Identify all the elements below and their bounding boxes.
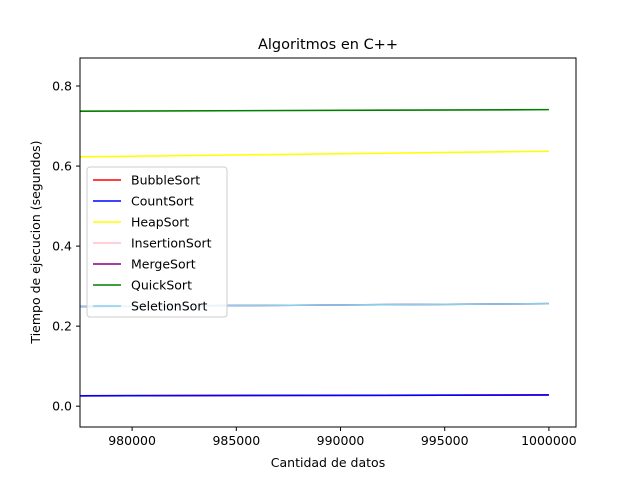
plot-frame — [79, 57, 577, 428]
x-tick-label: 985000 — [212, 433, 260, 448]
series-line-heapsort — [79, 150, 549, 158]
legend-label: SeletionSort — [131, 299, 207, 314]
y-tick-label: 0.4 — [52, 239, 72, 254]
series-line-quicksort — [79, 108, 549, 113]
legend-label: MergeSort — [131, 257, 196, 272]
y-tick-label: 0.2 — [52, 319, 72, 334]
x-tick-label: 1000000 — [521, 433, 577, 448]
x-tick-label: 995000 — [421, 433, 469, 448]
y-tick-label: 0.8 — [52, 79, 72, 94]
legend-label: QuickSort — [131, 278, 192, 293]
series-line-countsort — [79, 394, 549, 397]
legend-label: InsertionSort — [131, 236, 212, 251]
y-tick-label: 0.0 — [52, 399, 72, 414]
legend-box — [86, 166, 228, 318]
legend: BubbleSort CountSort HeapSort InsertionSort… — [86, 166, 228, 318]
chart-title: Algoritmos en C++ — [258, 37, 398, 53]
y-axis-label: Tiempo de ejecucion (segundos) — [28, 140, 43, 344]
legend-label: HeapSort — [131, 215, 189, 230]
legend-label: CountSort — [131, 194, 194, 209]
y-tick-label: 0.6 — [52, 159, 72, 174]
x-tick-label: 980000 — [108, 433, 156, 448]
x-tick-label: 990000 — [317, 433, 365, 448]
legend-label: BubbleSort — [131, 173, 200, 188]
x-axis-label: Cantidad de datos — [271, 455, 385, 470]
